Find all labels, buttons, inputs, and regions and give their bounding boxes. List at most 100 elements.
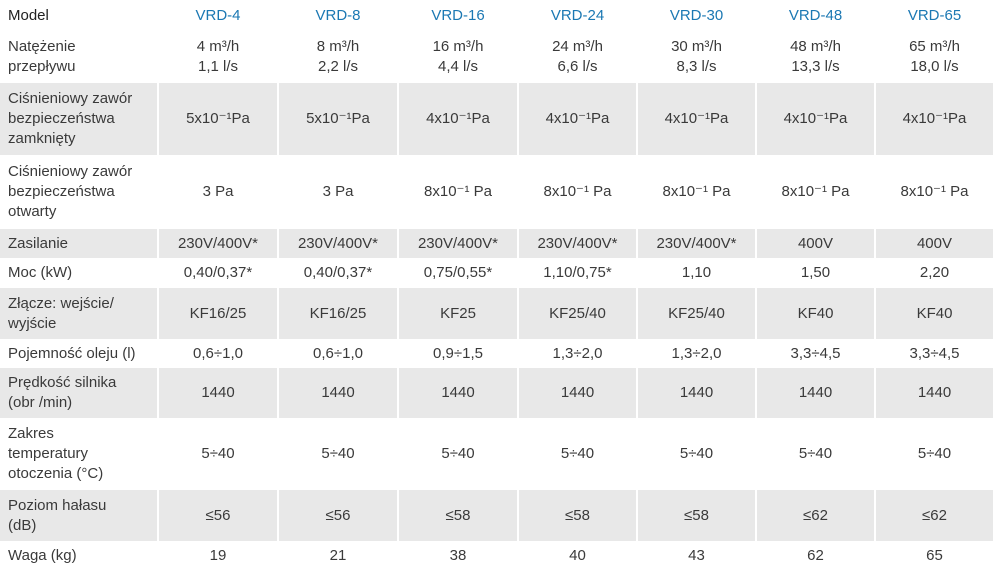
model-header: VRD-4: [157, 0, 278, 31]
value-cell: 1440: [517, 368, 637, 418]
label-line: Zasilanie: [8, 234, 69, 252]
value-line: 5÷40: [441, 445, 475, 462]
value-line: 5÷40: [560, 445, 595, 462]
label-line: Prędkość silnika: [8, 374, 117, 391]
value-cell: KF16/25: [277, 288, 398, 339]
value-cell: 3 Pa: [157, 155, 278, 229]
value-line: ≤62: [803, 506, 828, 524]
value-line: 43: [688, 547, 705, 564]
value-cell: 5÷40: [755, 418, 875, 490]
value-line: 8x10⁻¹ Pa: [781, 183, 850, 200]
value-cell: ≤58: [397, 490, 518, 541]
value-line: 230V/400V*: [656, 234, 737, 252]
value-line: 40: [569, 547, 586, 564]
value-line: 5÷40: [321, 445, 355, 462]
value-line: 3,3÷4,5: [909, 344, 960, 362]
value-line: 0,6÷1,0: [313, 344, 363, 362]
table-row: Pojemność oleju (l) 0,6÷1,0 0,6÷1,0 0,9÷1,5…: [0, 339, 993, 368]
label-line: Poziom hałasu: [8, 496, 107, 514]
value-line: 1440: [441, 384, 475, 401]
value-cell: 5x10⁻¹Pa: [157, 83, 278, 155]
value-line: 18,0 l/s: [910, 58, 959, 75]
value-line: 5÷40: [798, 445, 833, 462]
value-cell: KF40: [755, 288, 875, 339]
value-line: 1,3÷2,0: [552, 344, 603, 362]
value-cell: KF25/40: [636, 288, 756, 339]
value-cell: KF25: [397, 288, 518, 339]
label-line: Pojemność oleju (l): [8, 344, 136, 362]
value-line: 5÷40: [679, 445, 714, 462]
value-line: 230V/400V*: [417, 234, 499, 252]
value-cell: 8x10⁻¹ Pa: [636, 155, 756, 229]
value-line: 1440: [917, 384, 952, 401]
value-cell: 230V/400V*: [397, 229, 518, 258]
value-cell: 5÷40: [636, 418, 756, 490]
value-line: 16 m³/h: [432, 38, 484, 55]
value-cell: ≤58: [517, 490, 637, 541]
value-cell: 4x10⁻¹Pa: [874, 83, 993, 155]
row-label: Ciśnieniowy zawór bezpieczeństwa zamknięty: [0, 83, 158, 155]
value-cell: 5÷40: [277, 418, 398, 490]
value-line: ≤58: [445, 506, 471, 524]
table-row: Ciśnieniowy zawór bezpieczeństwa zamknięty…: [0, 83, 993, 155]
value-line: 5x10⁻¹Pa: [186, 110, 250, 127]
value-cell: 0,6÷1,0: [157, 339, 278, 368]
value-line: 24 m³/h: [552, 38, 603, 55]
value-line: 8x10⁻¹ Pa: [662, 183, 731, 200]
value-line: KF25/40: [549, 304, 606, 322]
value-line: ≤62: [922, 506, 947, 524]
value-line: 8,3 l/s: [676, 58, 717, 75]
value-cell: 43: [636, 541, 756, 571]
value-cell: 4x10⁻¹Pa: [636, 83, 756, 155]
value-line: ≤56: [325, 506, 351, 524]
label-line: zamknięty: [8, 130, 76, 147]
row-label: Natężenie przepływu: [0, 31, 158, 83]
row-label: Prędkość silnika (obr /min): [0, 368, 158, 418]
value-cell: 230V/400V*: [636, 229, 756, 258]
value-line: 21: [329, 547, 347, 564]
value-line: 1,10/0,75*: [543, 264, 612, 281]
label-line: otwarty: [8, 203, 57, 220]
value-line: 1,50: [800, 264, 831, 281]
header-row: Model VRD-4 VRD-8 VRD-16 VRD-24 VRD-30 VRD-48 V…: [0, 0, 993, 31]
value-line: 65: [926, 547, 943, 564]
row-label: Złącze: wejście/wyjście: [0, 288, 158, 339]
value-cell: 4 m³/h 1,1 l/s: [157, 31, 278, 83]
value-line: 4x10⁻¹Pa: [902, 110, 967, 127]
row-label: Ciśnieniowy zawór bezpieczeństwa otwarty: [0, 155, 158, 229]
value-line: 1440: [201, 384, 235, 401]
value-cell: 3,3÷4,5: [755, 339, 875, 368]
value-cell: 1440: [277, 368, 398, 418]
value-cell: 0,40/0,37*: [277, 258, 398, 288]
value-line: 2,20: [919, 264, 950, 281]
value-line: 400V: [916, 234, 953, 252]
value-cell: 24 m³/h 6,6 l/s: [517, 31, 637, 83]
value-cell: 0,75/0,55*: [397, 258, 518, 288]
value-line: 13,3 l/s: [791, 58, 840, 75]
value-line: 400V: [797, 234, 834, 252]
label-line: Waga (kg): [8, 547, 77, 564]
value-cell: 1440: [157, 368, 278, 418]
value-line: ≤58: [684, 506, 709, 524]
value-line: KF16/25: [189, 304, 247, 322]
value-cell: ≤62: [874, 490, 993, 541]
value-line: 230V/400V*: [537, 234, 618, 252]
table-body: Natężenie przepływu 4 m³/h 1,1 l/s 8 m³/h 2,2…: [0, 31, 993, 571]
value-line: 3 Pa: [322, 183, 354, 200]
value-line: 8 m³/h: [316, 38, 360, 55]
value-line: KF25: [440, 304, 476, 322]
value-line: 1,10: [681, 264, 712, 281]
value-cell: 1,3÷2,0: [517, 339, 637, 368]
value-cell: 5÷40: [397, 418, 518, 490]
value-cell: 21: [277, 541, 398, 571]
value-cell: 8 m³/h 2,2 l/s: [277, 31, 398, 83]
value-line: 6,6 l/s: [557, 58, 598, 75]
value-line: 3,3÷4,5: [790, 344, 841, 362]
value-line: 4,4 l/s: [437, 58, 479, 75]
value-line: 4x10⁻¹Pa: [783, 110, 848, 127]
value-line: 5÷40: [201, 445, 235, 462]
value-cell: 8x10⁻¹ Pa: [874, 155, 993, 229]
value-cell: 1,10: [636, 258, 756, 288]
value-line: 1,3÷2,0: [671, 344, 722, 362]
